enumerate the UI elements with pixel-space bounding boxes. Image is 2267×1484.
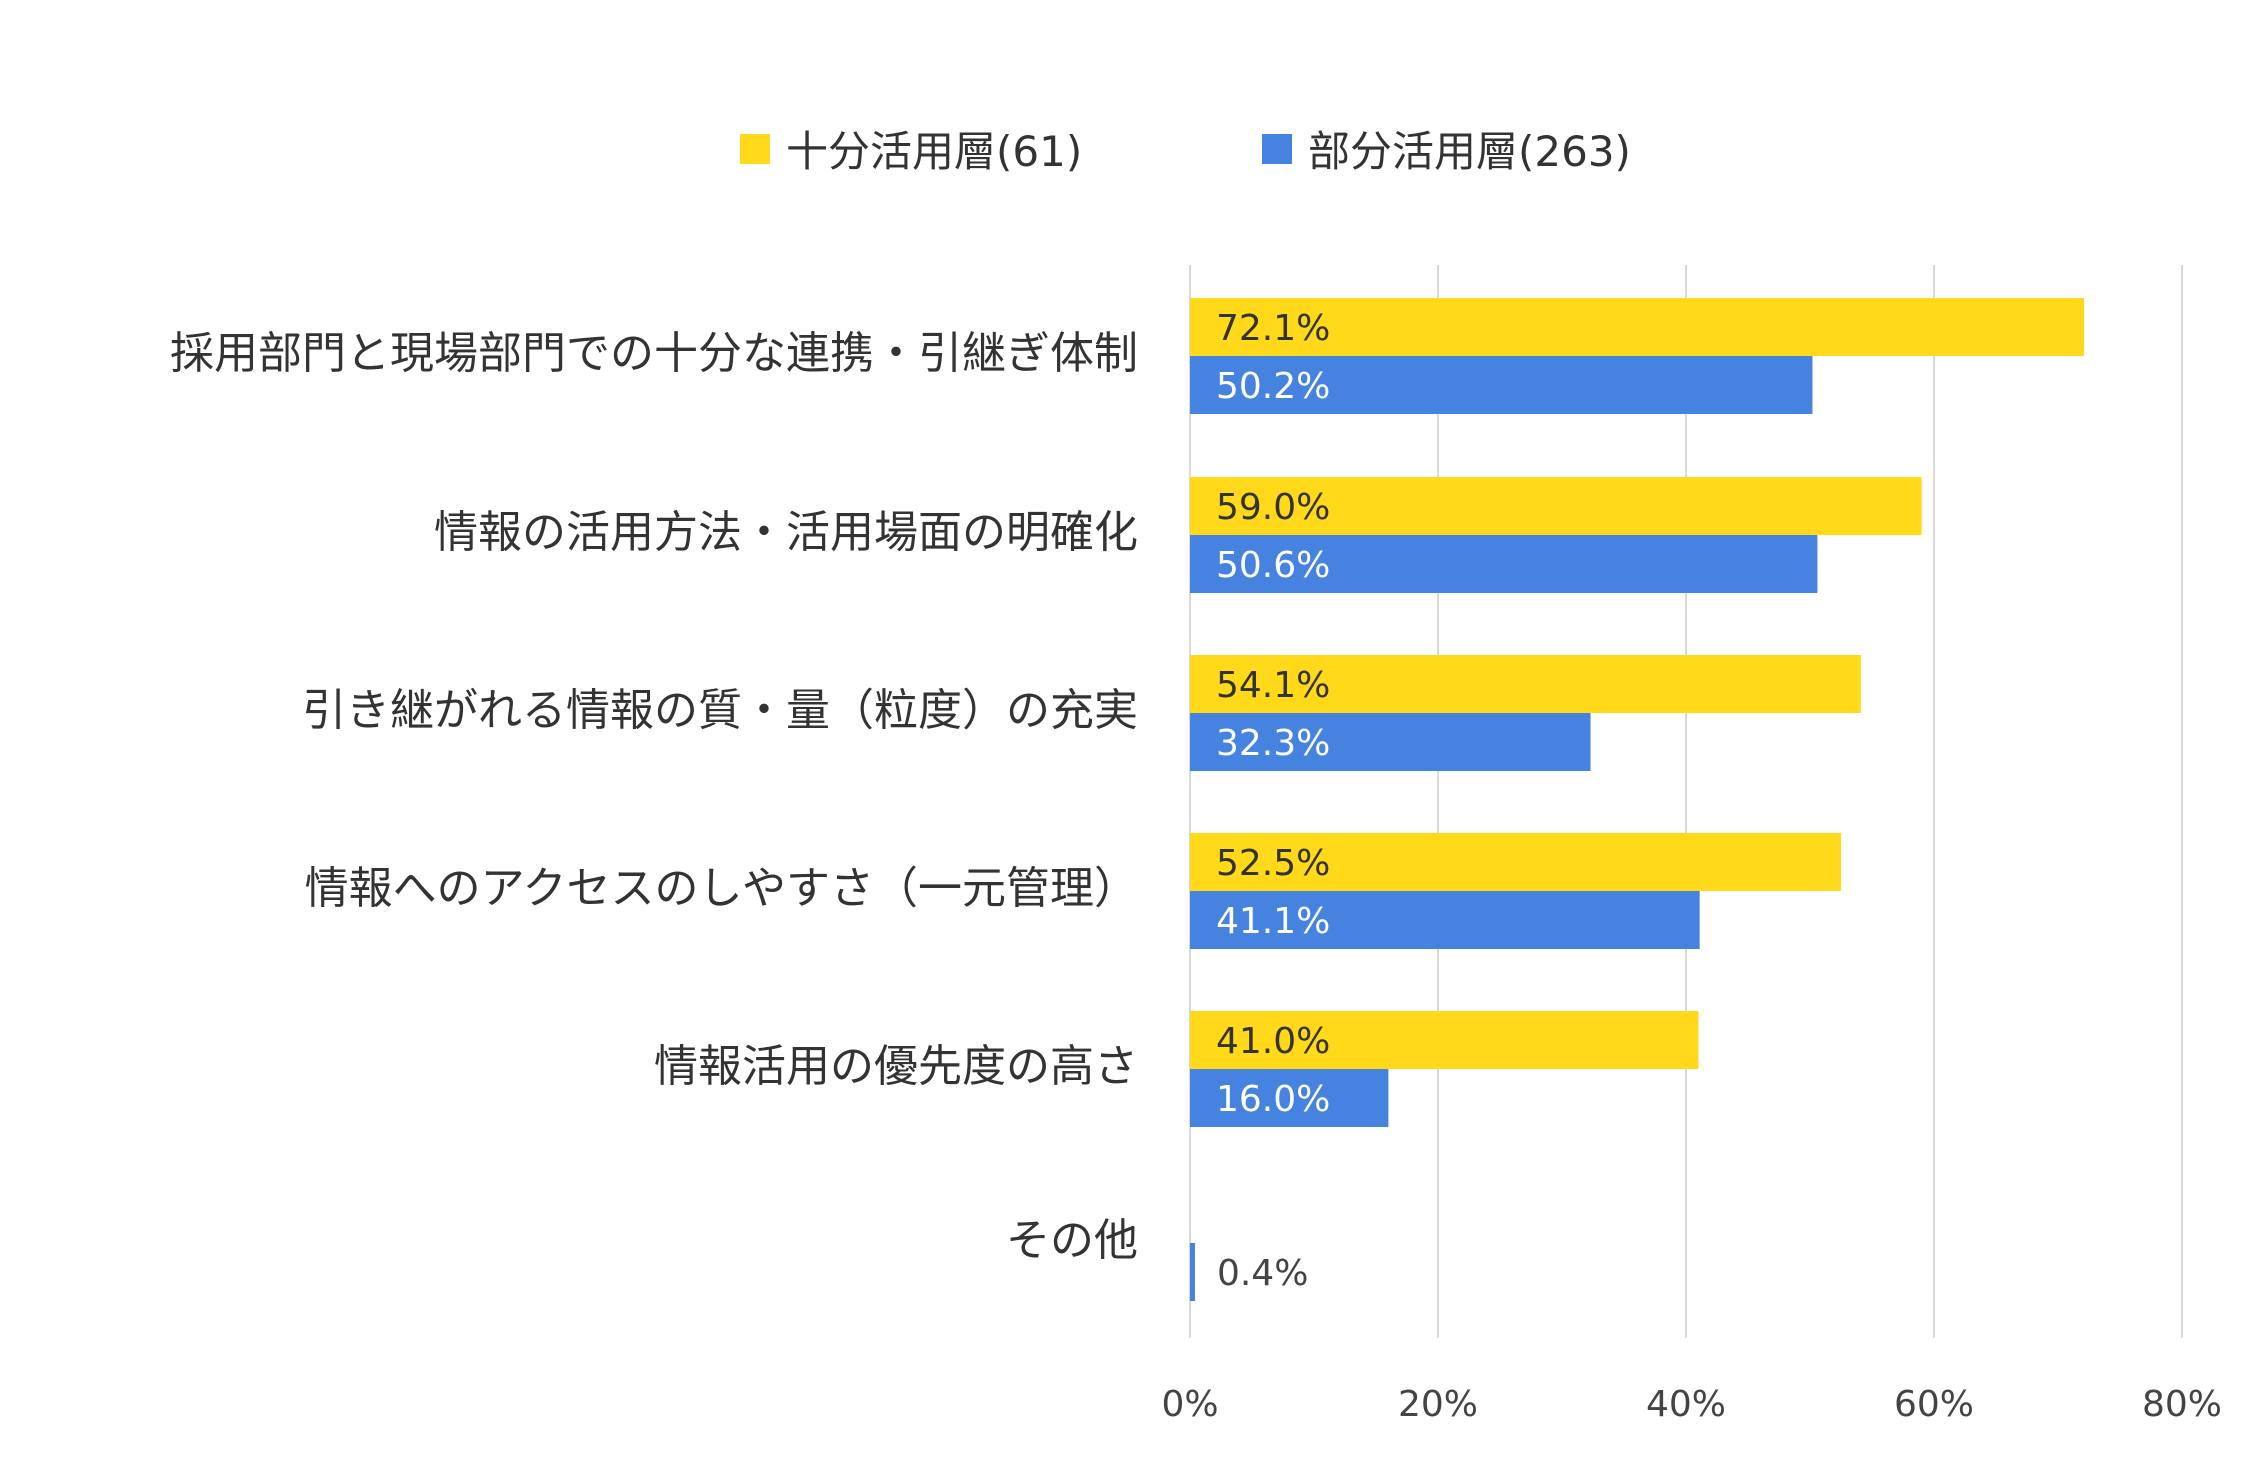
data-label: 41.0% — [1216, 1021, 1330, 1062]
data-label: 54.1% — [1216, 665, 1330, 706]
bar — [1190, 477, 1922, 535]
x-tick-label: 40% — [1646, 1384, 1726, 1425]
category-label: 情報へのアクセスのしやすさ（一元管理） — [305, 863, 1138, 914]
bar — [1190, 655, 1861, 713]
category-label: 情報活用の優先度の高さ — [654, 1041, 1138, 1092]
x-tick-label: 80% — [2142, 1384, 2222, 1425]
bar — [1190, 298, 2085, 356]
data-label: 59.0% — [1216, 487, 1330, 528]
legend-item-series-2: 部分活用層(263) — [1262, 118, 1631, 179]
bar — [1190, 535, 1818, 593]
data-label: 16.0% — [1216, 1079, 1330, 1120]
legend-swatch-series-1 — [740, 133, 770, 164]
bar — [1190, 356, 1813, 414]
legend: 十分活用層(61) 部分活用層(263) — [0, 118, 2267, 178]
data-label: 50.6% — [1216, 545, 1330, 586]
legend-label-series-1: 十分活用層(61) — [786, 127, 1083, 176]
category-label: 情報の活用方法・活用場面の明確化 — [434, 507, 1138, 558]
category-label: 引き継がれる情報の質・量（粒度）の充実 — [302, 685, 1138, 736]
bar — [1190, 1069, 1389, 1127]
legend-label-series-2: 部分活用層(263) — [1308, 127, 1631, 176]
bar — [1190, 833, 1841, 891]
bar — [1190, 1011, 1699, 1069]
data-label: 50.2% — [1216, 366, 1330, 407]
data-label: 52.5% — [1216, 843, 1330, 884]
data-label: 32.3% — [1216, 723, 1330, 764]
legend-swatch-series-2 — [1262, 133, 1292, 164]
data-label: 0.4% — [1217, 1253, 1308, 1294]
x-tick-label: 20% — [1398, 1384, 1478, 1425]
category-label: 採用部門と現場部門での十分な連携・引継ぎ体制 — [170, 328, 1138, 379]
x-tick-label: 0% — [1161, 1384, 1218, 1425]
data-label: 72.1% — [1216, 308, 1330, 349]
data-label: 41.1% — [1216, 901, 1330, 942]
bar — [1190, 713, 1591, 771]
category-label: その他 — [1006, 1215, 1138, 1266]
bar — [1190, 891, 1700, 949]
x-tick-label: 60% — [1894, 1384, 1974, 1425]
bar — [1190, 1243, 1195, 1301]
legend-item-series-1: 十分活用層(61) — [740, 118, 1082, 179]
